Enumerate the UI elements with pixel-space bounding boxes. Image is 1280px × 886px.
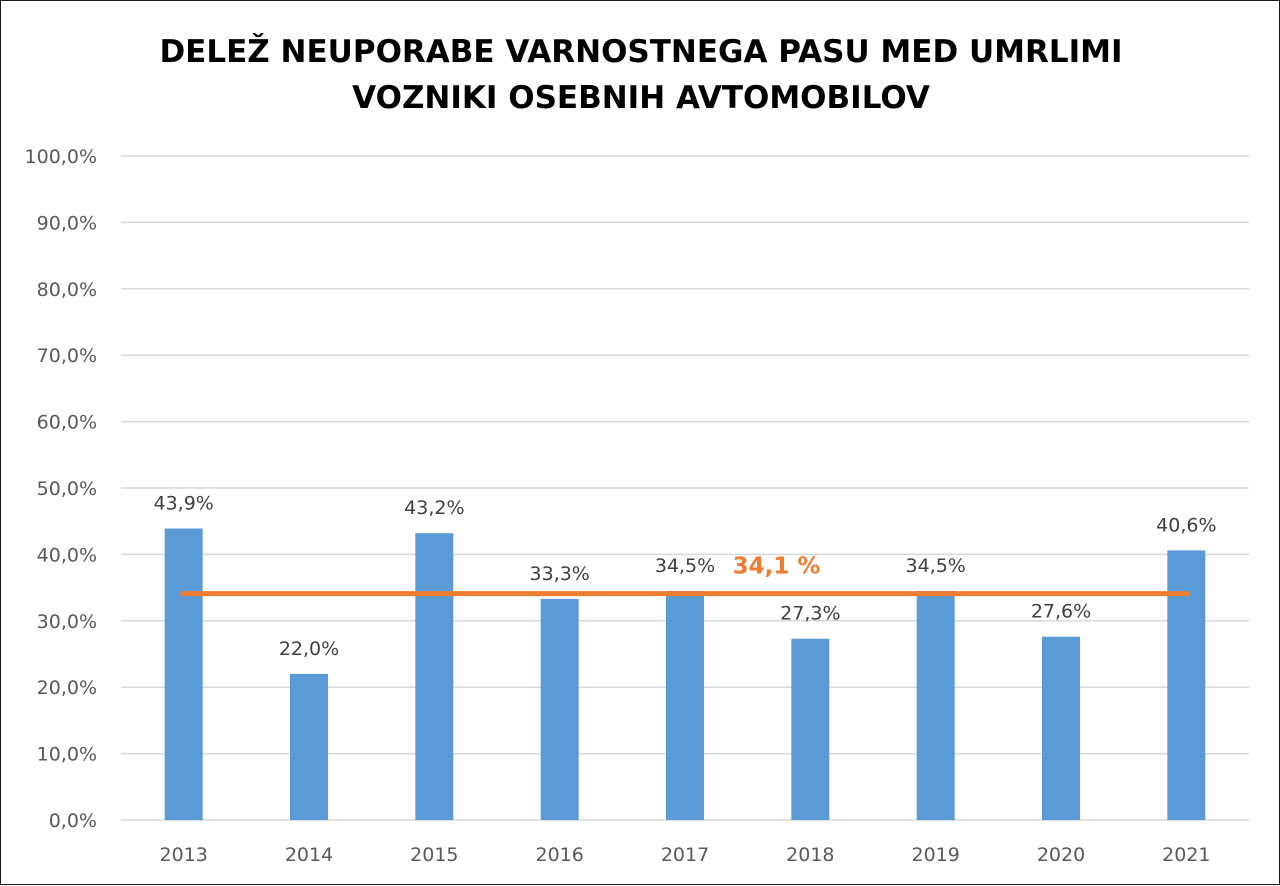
data-label-2017: 34,5% bbox=[655, 555, 715, 577]
data-label-2019: 34,5% bbox=[905, 555, 965, 577]
y-tick-label: 30,0% bbox=[37, 611, 97, 633]
data-label-2013: 43,9% bbox=[153, 493, 213, 515]
chart-title: DELEŽ NEUPORABE VARNOSTNEGA PASU MED UMR… bbox=[1, 29, 1280, 121]
x-tick-label-2014: 2014 bbox=[285, 844, 333, 866]
x-tick-label-2013: 2013 bbox=[159, 844, 207, 866]
bar-2020 bbox=[1042, 636, 1080, 820]
bar-2014 bbox=[290, 673, 328, 820]
chart-title-line-1: DELEŽ NEUPORABE VARNOSTNEGA PASU MED UMR… bbox=[159, 34, 1123, 70]
bar-2021 bbox=[1167, 550, 1206, 820]
x-tick-label-2019: 2019 bbox=[911, 844, 959, 866]
y-tick-label: 70,0% bbox=[37, 345, 97, 367]
data-label-2021: 40,6% bbox=[1156, 514, 1216, 536]
chart-title-line-2: VOZNIKI OSEBNIH AVTOMOBILOV bbox=[352, 80, 930, 116]
x-axis-tick-labels: 2013 2014 2015 2016 2017 2018 2019 2020 2021 bbox=[159, 844, 1210, 866]
bar-2018 bbox=[791, 638, 830, 820]
bar-2013 bbox=[164, 528, 203, 820]
data-label-2020: 27,6% bbox=[1031, 601, 1091, 623]
y-tick-label: 40,0% bbox=[37, 544, 97, 566]
bar-2015 bbox=[415, 533, 454, 820]
x-tick-label-2016: 2016 bbox=[535, 844, 583, 866]
x-tick-label-2020: 2020 bbox=[1037, 844, 1085, 866]
y-axis-tick-labels: 0,0% 10,0% 20,0% 30,0% 40,0% 50,0% 60,0% 70,0% 8… bbox=[25, 146, 97, 832]
bars bbox=[164, 528, 1206, 820]
average-line-group: 34,1 % bbox=[180, 554, 1190, 597]
bar-2019 bbox=[916, 590, 955, 820]
x-tick-label-2015: 2015 bbox=[410, 844, 458, 866]
bar-2016 bbox=[540, 598, 579, 820]
average-line-label: 34,1 % bbox=[733, 554, 821, 580]
y-tick-label: 20,0% bbox=[37, 677, 97, 699]
data-labels: 43,9% 22,0% 43,2% 33,3% 34,5% 27,3% 34,5% 27,6%… bbox=[153, 493, 1216, 660]
data-label-2014: 22,0% bbox=[279, 638, 339, 660]
y-tick-label: 60,0% bbox=[37, 412, 97, 434]
y-tick-label: 100,0% bbox=[25, 146, 97, 168]
x-tick-label-2017: 2017 bbox=[661, 844, 709, 866]
data-label-2015: 43,2% bbox=[404, 497, 464, 519]
data-label-2018: 27,3% bbox=[780, 603, 840, 625]
x-tick-label-2018: 2018 bbox=[786, 844, 834, 866]
y-tick-label: 80,0% bbox=[37, 279, 97, 301]
x-tick-label-2021: 2021 bbox=[1162, 844, 1210, 866]
bar-2017 bbox=[666, 590, 704, 820]
y-tick-label: 90,0% bbox=[37, 212, 97, 234]
gridlines bbox=[121, 155, 1249, 821]
y-tick-label: 0,0% bbox=[49, 810, 97, 832]
data-label-2016: 33,3% bbox=[529, 563, 589, 585]
y-tick-label: 10,0% bbox=[37, 744, 97, 766]
y-tick-label: 50,0% bbox=[37, 478, 97, 500]
